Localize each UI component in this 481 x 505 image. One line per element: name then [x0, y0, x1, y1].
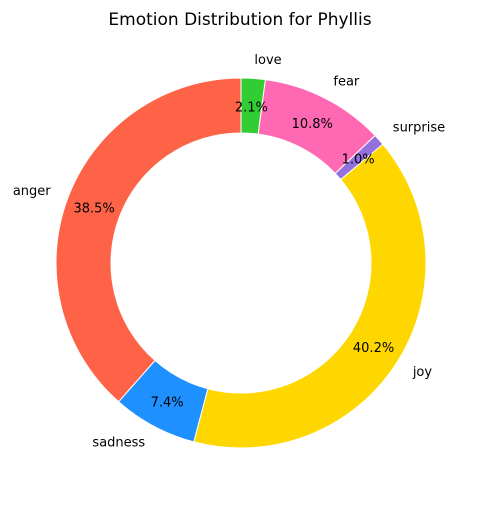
- donut-slices: [55, 77, 427, 449]
- slice-anger: [55, 77, 242, 403]
- label-surprise: surprise: [393, 120, 445, 135]
- pct-fear: 10.8%: [292, 117, 333, 132]
- pct-sadness: 7.4%: [151, 396, 184, 411]
- label-love: love: [254, 53, 281, 68]
- pct-joy: 40.2%: [353, 341, 394, 356]
- slice-love: [240, 77, 266, 135]
- slice-joy: [193, 143, 427, 449]
- label-fear: fear: [333, 75, 360, 90]
- pct-love: 2.1%: [235, 100, 268, 115]
- chart-title: Emotion Distribution for Phyllis: [108, 10, 371, 30]
- pct-surprise: 1.0%: [342, 152, 375, 167]
- slice-labels: anger 38.5% sadness 7.4% joy 40.2% surprise 1.0…: [13, 53, 445, 451]
- label-anger: anger: [13, 184, 51, 199]
- label-sadness: sadness: [92, 436, 145, 451]
- pct-anger: 38.5%: [73, 202, 114, 217]
- label-joy: joy: [412, 365, 433, 380]
